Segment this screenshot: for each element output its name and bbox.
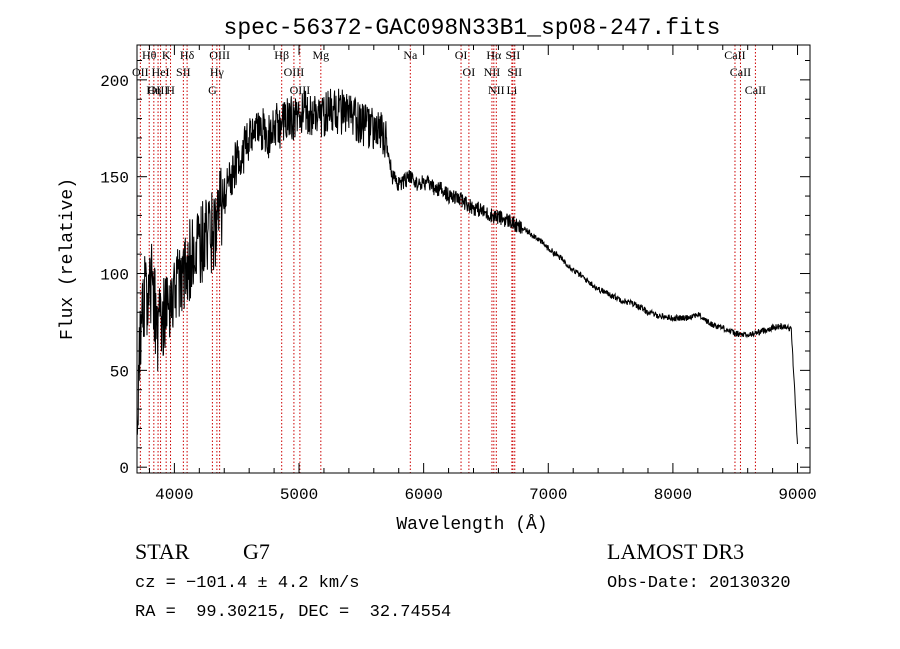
line-marker-label: CaII <box>724 48 745 62</box>
chart-title: spec-56372-GAC098N33B1_sp08-247.fits <box>224 15 721 41</box>
y-tick-label: 150 <box>100 170 129 188</box>
line-marker-label: OI <box>463 65 476 79</box>
line-marker-label: OIII <box>209 48 230 62</box>
line-marker-label: K <box>162 48 171 62</box>
x-tick-label: 6000 <box>404 486 442 504</box>
line-marker-label: SII <box>507 65 522 79</box>
line-marker-label: Na <box>403 48 418 62</box>
y-tick-label: 100 <box>100 267 129 285</box>
line-marker-label: OIII <box>148 83 169 97</box>
object-class: STAR <box>135 539 190 564</box>
line-marker-label: Li <box>507 83 518 97</box>
survey-name: LAMOST DR3 <box>607 539 745 564</box>
line-marker-label: HeI <box>152 65 170 79</box>
line-marker-label: SII <box>506 48 521 62</box>
observation-date: Obs-Date: 20130320 <box>607 574 791 593</box>
y-axis-ticks: 0 50 100 150 200 <box>100 59 810 478</box>
line-marker-label: CaII <box>730 65 751 79</box>
y-tick-label: 50 <box>110 363 129 381</box>
line-marker-label: CaII <box>745 83 766 97</box>
line-marker-label: Mg <box>312 48 329 62</box>
line-marker-label: OIII <box>290 83 311 97</box>
x-axis-label: Wavelength (Å) <box>396 514 547 535</box>
line-marker-label: OI <box>455 48 468 62</box>
line-markers <box>139 45 756 473</box>
line-marker-label: Hα <box>486 48 502 62</box>
line-marker-label: NII <box>484 65 501 79</box>
line-marker-label: H <box>166 83 175 97</box>
line-marker-label: Hδ <box>180 48 195 62</box>
x-tick-label: 7000 <box>529 486 567 504</box>
x-tick-label: 5000 <box>280 486 318 504</box>
y-axis-label: Flux (relative) <box>58 178 78 340</box>
line-marker-label: SII <box>176 65 191 79</box>
line-marker-label: Hη <box>146 83 161 97</box>
line-marker-label: Hγ <box>210 65 225 79</box>
y-tick-label: 200 <box>100 73 129 91</box>
line-marker-label: G <box>208 83 217 97</box>
plot-frame <box>136 44 811 474</box>
spectrum-line <box>136 88 798 445</box>
x-tick-label: 4000 <box>155 486 193 504</box>
x-tick-label: 9000 <box>778 486 816 504</box>
object-subclass: G7 <box>243 539 270 564</box>
line-marker-label: OIII <box>284 65 305 79</box>
y-tick-label: 0 <box>119 460 129 478</box>
line-marker-label: Hθ <box>142 48 157 62</box>
redshift-value: cz = −101.4 ± 4.2 km/s <box>135 574 360 593</box>
x-axis-ticks: 4000 5000 6000 7000 8000 9000 <box>148 45 817 504</box>
coordinates: RA = 99.30215, DEC = 32.74554 <box>135 603 452 622</box>
line-marker-label: Hβ <box>274 48 289 62</box>
line-marker-label: OII <box>132 65 149 79</box>
line-marker-label: NII <box>488 83 505 97</box>
x-tick-label: 8000 <box>654 486 692 504</box>
